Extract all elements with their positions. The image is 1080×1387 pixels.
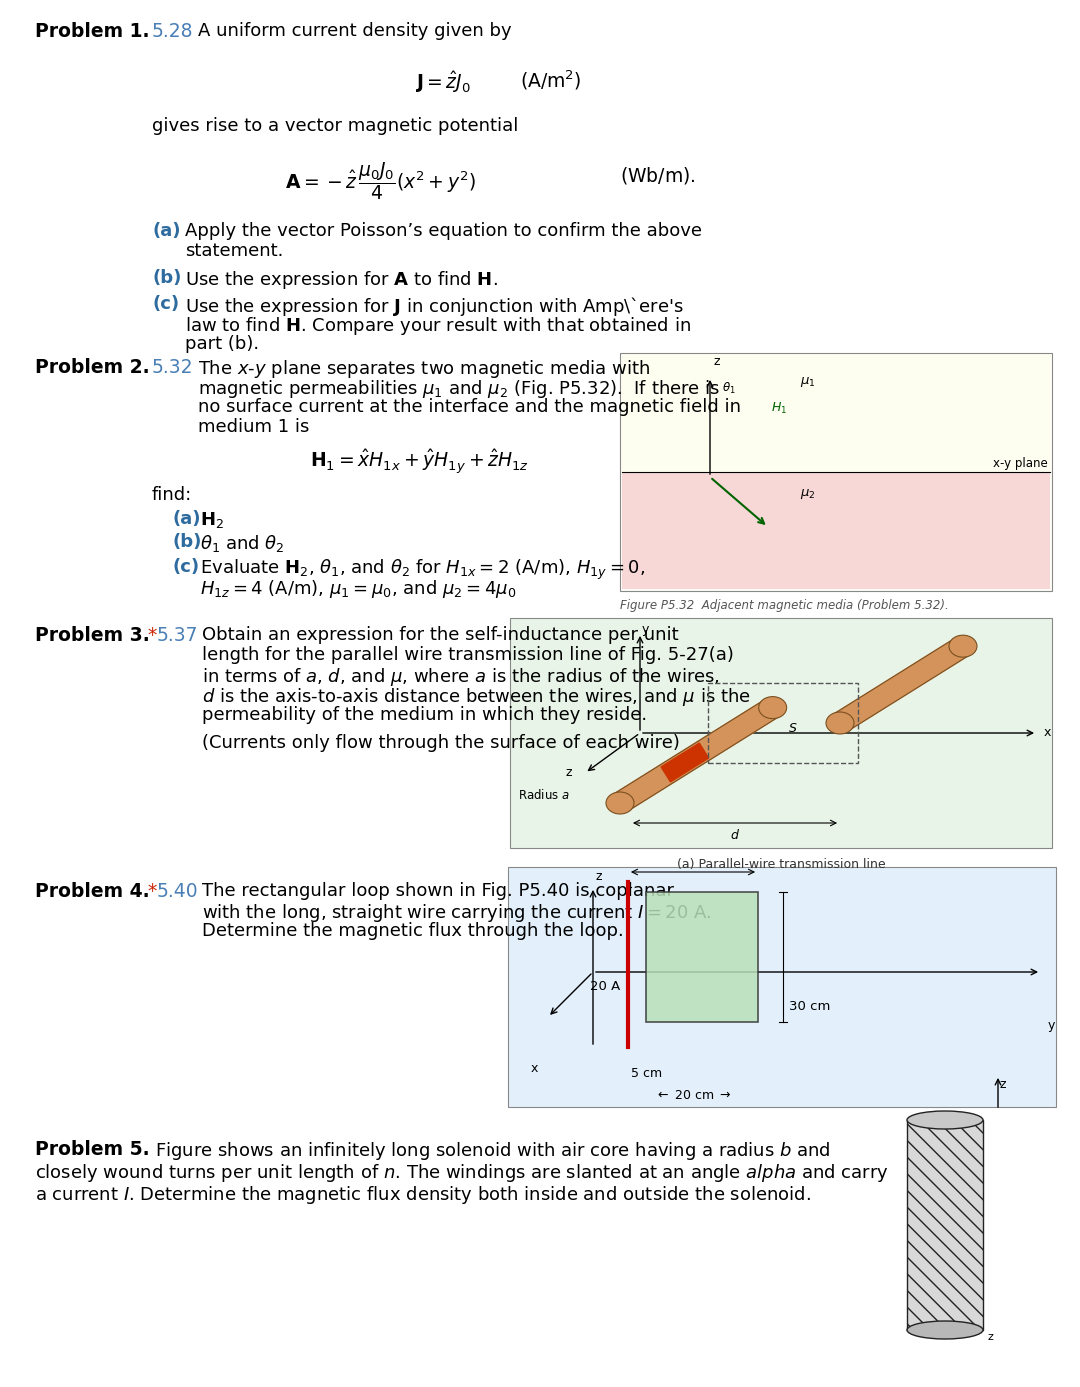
Text: z: z (988, 1332, 994, 1343)
Text: (Currents only flow through the surface of each wire): (Currents only flow through the surface … (202, 734, 680, 752)
Text: $\mathbf{H}_2$: $\mathbf{H}_2$ (200, 510, 224, 530)
Text: *: * (147, 882, 157, 902)
Text: closely wound turns per unit length of $n$. The windings are slanted at an angle: closely wound turns per unit length of $… (35, 1162, 889, 1184)
Text: A uniform current density given by: A uniform current density given by (198, 22, 512, 40)
Text: 5.28: 5.28 (152, 22, 193, 42)
Text: The $x$-$y$ plane separates two magnetic media with: The $x$-$y$ plane separates two magnetic… (198, 358, 650, 380)
Text: z: z (596, 870, 603, 884)
Ellipse shape (758, 696, 786, 718)
Text: $d$ is the axis-to-axis distance between the wires, and $\mu$ is the: $d$ is the axis-to-axis distance between… (202, 687, 751, 707)
Text: Problem 4.: Problem 4. (35, 882, 150, 902)
Bar (510, 619, 1052, 847)
Text: $\mathbf{A} = -\hat{z}\,\dfrac{\mu_0 J_0}{4}(x^2 + y^2)$: $\mathbf{A} = -\hat{z}\,\dfrac{\mu_0 J_0… (285, 160, 476, 203)
Text: with the long, straight wire carrying the current $I = 20$ A.: with the long, straight wire carrying th… (202, 902, 712, 924)
Text: in terms of $a$, $d$, and $\mu$, where $a$ is the radius of the wires,: in terms of $a$, $d$, and $\mu$, where $… (202, 666, 720, 688)
Text: z: z (713, 355, 719, 368)
Polygon shape (615, 698, 779, 813)
Polygon shape (834, 637, 969, 732)
Text: Radius $a$: Radius $a$ (518, 788, 570, 802)
Text: z: z (566, 767, 572, 779)
Ellipse shape (907, 1111, 983, 1129)
Text: Use the expression for $\mathbf{A}$ to find $\mathbf{H}$.: Use the expression for $\mathbf{A}$ to f… (185, 269, 498, 291)
Text: Figure shows an infinitely long solenoid with air core having a radius $b$ and: Figure shows an infinitely long solenoid… (156, 1140, 831, 1162)
Text: medium 1 is: medium 1 is (198, 417, 309, 436)
Text: (c): (c) (172, 558, 199, 576)
Text: statement.: statement. (185, 241, 283, 259)
Ellipse shape (826, 712, 854, 734)
Bar (646, 892, 758, 1022)
Ellipse shape (949, 635, 977, 657)
Bar (508, 867, 1056, 1107)
Text: (a) Parallel-wire transmission line: (a) Parallel-wire transmission line (677, 859, 886, 871)
Text: $\theta_1$: $\theta_1$ (723, 381, 735, 397)
Text: Problem 5.: Problem 5. (35, 1140, 150, 1160)
Text: (a): (a) (152, 222, 180, 240)
Text: (c): (c) (152, 295, 179, 313)
Text: length for the parallel wire transmission line of Fig. 5-27(a): length for the parallel wire transmissio… (202, 646, 734, 664)
Text: 5 cm: 5 cm (631, 1067, 662, 1080)
Text: part (b).: part (b). (185, 336, 259, 354)
Text: Figure P5.32  Adjacent magnetic media (Problem 5.32).: Figure P5.32 Adjacent magnetic media (Pr… (620, 599, 948, 612)
Text: The rectangular loop shown in Fig. P5.40 is coplanar: The rectangular loop shown in Fig. P5.40… (202, 882, 674, 900)
Text: x-y plane: x-y plane (994, 456, 1048, 470)
Text: $({\rm A/m^2})$: $({\rm A/m^2})$ (519, 69, 581, 93)
Text: *: * (147, 626, 157, 645)
Text: z: z (1000, 1078, 1007, 1092)
Bar (622, 355, 1050, 472)
Bar (708, 682, 858, 763)
Text: S: S (789, 721, 797, 735)
Text: x: x (1044, 727, 1051, 739)
Bar (907, 1119, 983, 1330)
Text: x: x (530, 1062, 538, 1075)
Text: no surface current at the interface and the magnetic field in: no surface current at the interface and … (198, 398, 741, 416)
Text: 20 A: 20 A (590, 981, 620, 993)
Text: $\mu_1$: $\mu_1$ (800, 374, 815, 388)
Text: find:: find: (152, 485, 192, 503)
Text: $\leftarrow$ 20 cm $\rightarrow$: $\leftarrow$ 20 cm $\rightarrow$ (654, 1089, 731, 1103)
Text: $\theta_1$ and $\theta_2$: $\theta_1$ and $\theta_2$ (200, 533, 285, 553)
Text: Apply the vector Poisson’s equation to confirm the above: Apply the vector Poisson’s equation to c… (185, 222, 702, 240)
Text: gives rise to a vector magnetic potential: gives rise to a vector magnetic potentia… (152, 117, 518, 135)
Text: (b): (b) (172, 533, 201, 551)
Text: Problem 2.: Problem 2. (35, 358, 150, 377)
Text: y: y (642, 623, 649, 637)
Text: Obtain an expression for the self-inductance per unit: Obtain an expression for the self-induct… (202, 626, 678, 644)
Text: magnetic permeabilities $\mu_1$ and $\mu_2$ (Fig. P5.32).  If there is: magnetic permeabilities $\mu_1$ and $\mu… (198, 379, 720, 399)
Text: 5.40: 5.40 (157, 882, 199, 902)
Text: 5.37: 5.37 (157, 626, 199, 645)
Text: y: y (1048, 1018, 1055, 1032)
Text: Problem 3.: Problem 3. (35, 626, 150, 645)
Text: $H_1$: $H_1$ (771, 401, 787, 416)
Text: $\mathbf{J} = \hat{z}J_0$: $\mathbf{J} = \hat{z}J_0$ (415, 69, 471, 94)
Text: $\mu_2$: $\mu_2$ (800, 487, 815, 501)
Text: Use the expression for $\mathbf{J}$ in conjunction with Amp\`ere's: Use the expression for $\mathbf{J}$ in c… (185, 295, 684, 318)
Text: Evaluate $\mathbf{H}_2$, $\theta_1$, and $\theta_2$ for $H_{1x} = 2$ (A/m), $H_{: Evaluate $\mathbf{H}_2$, $\theta_1$, and… (200, 558, 645, 583)
Text: $d$: $d$ (730, 828, 740, 842)
Text: (b): (b) (152, 269, 181, 287)
Text: $\rm(Wb/m).$: $\rm(Wb/m).$ (620, 165, 696, 186)
Text: 5.32: 5.32 (152, 358, 193, 377)
Text: 30 cm: 30 cm (789, 1000, 831, 1014)
Bar (620, 354, 1052, 591)
Text: a current $I$. Determine the magnetic flux density both inside and outside the s: a current $I$. Determine the magnetic fl… (35, 1184, 811, 1207)
Text: $\mathbf{H}_1 = \hat{x}H_{1x} + \hat{y}H_{1y} + \hat{z}H_{1z}$: $\mathbf{H}_1 = \hat{x}H_{1x} + \hat{y}H… (310, 448, 529, 476)
Text: $H_{1z} = 4$ (A/m), $\mu_1 = \mu_0$, and $\mu_2 = 4\mu_0$: $H_{1z} = 4$ (A/m), $\mu_1 = \mu_0$, and… (200, 578, 516, 601)
Bar (622, 472, 1050, 589)
Ellipse shape (907, 1320, 983, 1338)
Text: Problem 1.: Problem 1. (35, 22, 149, 42)
Text: permeability of the medium in which they reside.: permeability of the medium in which they… (202, 706, 647, 724)
Text: law to find $\mathbf{H}$. Compare your result with that obtained in: law to find $\mathbf{H}$. Compare your r… (185, 315, 691, 337)
Text: Determine the magnetic flux through the loop.: Determine the magnetic flux through the … (202, 922, 624, 940)
Ellipse shape (606, 792, 634, 814)
Text: (a): (a) (172, 510, 201, 528)
Polygon shape (661, 743, 708, 782)
